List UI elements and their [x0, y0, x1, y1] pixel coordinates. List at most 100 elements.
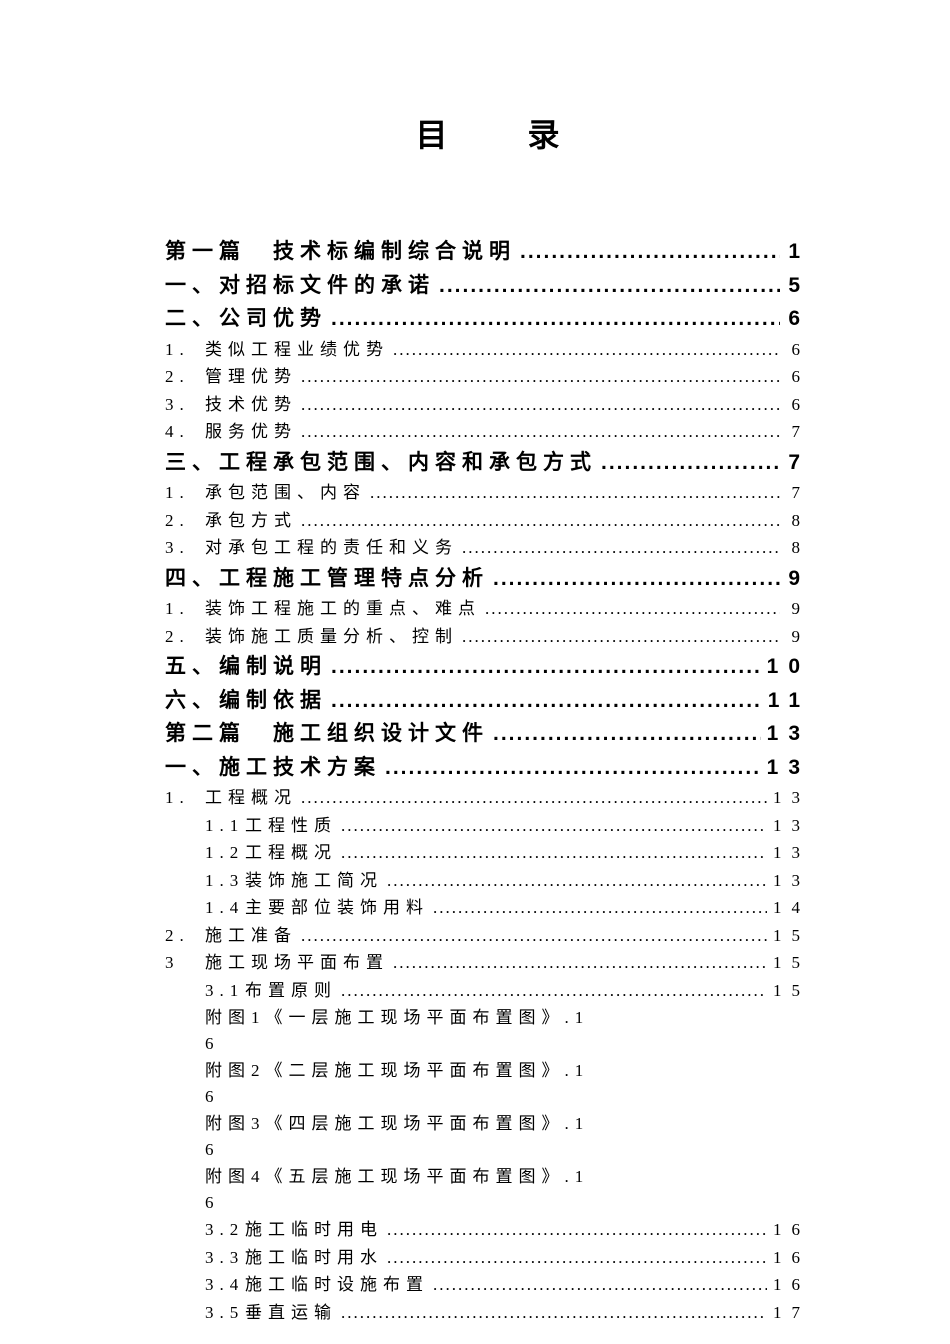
toc-number: 3.	[165, 392, 205, 418]
toc-page-number: 8	[780, 535, 810, 561]
toc-leader-dots	[489, 718, 761, 750]
toc-page-number: 9	[780, 624, 810, 650]
toc-page-number: 16	[767, 1217, 810, 1243]
toc-text: 垂直运输	[245, 1300, 337, 1326]
toc-entry: 1.2工程概况13	[165, 840, 810, 866]
toc-entry-wrapped: 附图4《五层施工现场平面布置图》.16	[165, 1164, 810, 1215]
toc-number: 2.	[165, 923, 205, 949]
toc-leader-dots	[297, 419, 780, 445]
toc-number: 1.4	[205, 895, 245, 921]
toc-text: 第一篇 技术标编制综合说明	[165, 236, 516, 268]
toc-number: 1.	[165, 337, 205, 363]
toc-leader-dots	[435, 270, 780, 302]
toc-page-number: 13	[767, 868, 810, 894]
toc-leader-dots	[458, 535, 780, 561]
toc-wrap-continuation: 6	[205, 1084, 810, 1110]
toc-page-number: 6	[780, 364, 810, 390]
toc-page-number: 13	[767, 840, 810, 866]
toc-entry: 六、编制依据11	[165, 685, 810, 717]
toc-entry: 1.承包范围、内容 7	[165, 480, 810, 506]
toc-page-number: 13	[761, 752, 810, 784]
toc-text: 附图1《一层施工现场平面布置图》.1	[205, 1005, 810, 1031]
toc-leader-dots	[337, 840, 767, 866]
toc-leader-dots	[383, 868, 767, 894]
toc-page-number: 15	[767, 978, 810, 1004]
toc-page-number: 10	[761, 651, 810, 683]
toc-text: 管理优势	[205, 364, 297, 390]
toc-leader-dots	[429, 895, 767, 921]
toc-number: 3.1	[205, 978, 245, 1004]
toc-number: 2.	[165, 364, 205, 390]
toc-entry-wrapped: 附图1《一层施工现场平面布置图》.16	[165, 1005, 810, 1056]
toc-leader-dots	[327, 685, 762, 717]
toc-entry: 3.3施工临时用水 16	[165, 1245, 810, 1271]
toc-text: 二、公司优势	[165, 303, 327, 335]
toc-text: 施工临时用电	[245, 1217, 383, 1243]
toc-text: 布置原则	[245, 978, 337, 1004]
toc-leader-dots	[389, 950, 767, 976]
toc-number: 1.3	[205, 868, 245, 894]
toc-text: 第二篇 施工组织设计文件	[165, 718, 489, 750]
toc-leader-dots	[297, 923, 767, 949]
toc-page-number: 15	[767, 923, 810, 949]
toc-entry: 3.对承包工程的责任和义务8	[165, 535, 810, 561]
toc-page-number: 11	[762, 685, 810, 717]
toc-text: 装饰工程施工的重点、难点	[205, 596, 481, 622]
toc-entry: 二、公司优势6	[165, 303, 810, 335]
toc-leader-dots	[297, 364, 780, 390]
toc-container: 第一篇 技术标编制综合说明1一、对招标文件的承诺5二、公司优势61.类似工程业绩…	[165, 236, 810, 1325]
toc-text: 施工临时设施布置	[245, 1272, 429, 1298]
toc-wrap-continuation: 6	[205, 1137, 810, 1163]
toc-number: 1.	[165, 480, 205, 506]
toc-leader-dots	[389, 337, 780, 363]
toc-number: 2.	[165, 508, 205, 534]
toc-number: 2.	[165, 624, 205, 650]
toc-leader-dots	[297, 392, 780, 418]
toc-text: 类似工程业绩优势	[205, 337, 389, 363]
toc-entry-wrapped: 附图3《四层施工现场平面布置图》.16	[165, 1111, 810, 1162]
toc-entry: 3.1布置原则 15	[165, 978, 810, 1004]
toc-page-number: 7	[780, 480, 810, 506]
toc-number: 3.3	[205, 1245, 245, 1271]
toc-page-number: 15	[767, 950, 810, 976]
toc-text: 装饰施工简况	[245, 868, 383, 894]
toc-page-number: 1	[780, 236, 810, 268]
toc-entry: 一、施工技术方案 13	[165, 752, 810, 784]
toc-text: 承包范围、内容	[205, 480, 366, 506]
toc-entry: 第一篇 技术标编制综合说明 1	[165, 236, 810, 268]
toc-page-number: 6	[780, 337, 810, 363]
toc-entry: 2.管理优势 6	[165, 364, 810, 390]
toc-text: 工程概况	[205, 785, 297, 811]
toc-text: 承包方式	[205, 508, 297, 534]
toc-text: 五、编制说明	[165, 651, 327, 683]
toc-leader-dots	[597, 447, 780, 479]
toc-entry: 一、对招标文件的承诺5	[165, 270, 810, 302]
toc-page-number: 9	[780, 563, 810, 595]
toc-leader-dots	[489, 563, 780, 595]
toc-leader-dots	[337, 978, 767, 1004]
toc-entry: 2.装饰施工质量分析、控制 9	[165, 624, 810, 650]
toc-number: 4.	[165, 419, 205, 445]
toc-page-number: 8	[780, 508, 810, 534]
toc-text: 一、对招标文件的承诺	[165, 270, 435, 302]
toc-leader-dots	[337, 1300, 767, 1326]
toc-text: 施工临时用水	[245, 1245, 383, 1271]
toc-number: 3.2	[205, 1217, 245, 1243]
toc-leader-dots	[366, 480, 780, 506]
toc-number: 3.	[165, 535, 205, 561]
toc-text: 附图4《五层施工现场平面布置图》.1	[205, 1164, 810, 1190]
toc-number: 3	[165, 950, 205, 976]
toc-entry: 1.3装饰施工简况 13	[165, 868, 810, 894]
toc-leader-dots	[327, 651, 761, 683]
toc-number: 3.5	[205, 1300, 245, 1326]
toc-text: 装饰施工质量分析、控制	[205, 624, 458, 650]
toc-entry: 1.装饰工程施工的重点、难点9	[165, 596, 810, 622]
toc-entry: 三、工程承包范围、内容和承包方式7	[165, 447, 810, 479]
toc-entry: 4.服务优势7	[165, 419, 810, 445]
toc-page-number: 16	[767, 1245, 810, 1271]
toc-page-number: 13	[767, 785, 810, 811]
toc-text: 一、施工技术方案	[165, 752, 381, 784]
toc-page-number: 13	[761, 718, 810, 750]
toc-entry: 3.技术优势6	[165, 392, 810, 418]
toc-page-number: 14	[767, 895, 810, 921]
